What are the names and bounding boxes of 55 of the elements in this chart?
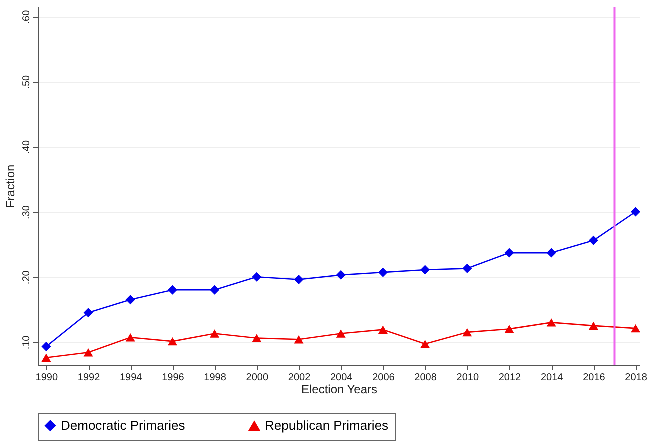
x-tick-label: 1998: [204, 372, 227, 384]
x-tick-label: 2012: [498, 372, 522, 384]
x-tick-label: 1996: [162, 372, 185, 384]
point: [420, 340, 430, 348]
legend-label: Republican Primaries: [265, 418, 390, 434]
point: [546, 318, 556, 327]
point: [168, 285, 178, 295]
y-tick-label: .20: [22, 270, 32, 285]
x-tick-label: 2010: [456, 372, 480, 384]
x-tick-label: 2016: [583, 372, 606, 384]
y-tick-label: .10: [22, 335, 32, 350]
x-axis-title: Election Years: [301, 382, 378, 396]
point: [631, 324, 641, 333]
y-tick-label: .50: [22, 74, 32, 90]
point: [588, 322, 598, 330]
point: [294, 274, 304, 284]
point: [546, 248, 556, 258]
x-tick-label: 1990: [36, 372, 58, 384]
x-tick-label: 2000: [246, 372, 269, 384]
y-tick-label: .60: [22, 10, 32, 24]
point: [336, 330, 346, 338]
point: [631, 207, 641, 217]
point: [420, 265, 430, 275]
point: [252, 334, 262, 342]
point: [168, 337, 178, 346]
point: [462, 264, 472, 274]
point: [504, 248, 514, 258]
point: [126, 295, 136, 305]
x-tick-label: 2004: [330, 372, 354, 384]
point: [42, 342, 52, 352]
point: [210, 330, 220, 338]
x-tick-label: 1994: [120, 372, 143, 384]
x-tick-label: 2018: [625, 372, 648, 384]
point: [504, 325, 514, 334]
y-tick-label: .40: [22, 140, 32, 154]
point: [252, 272, 262, 282]
point: [378, 268, 388, 278]
y-tick-label: .30: [22, 205, 32, 220]
legend-label: Democratic Primaries: [61, 418, 186, 433]
point: [588, 236, 598, 246]
point: [210, 285, 220, 295]
point: [462, 328, 472, 337]
x-tick-label: 2006: [372, 372, 396, 384]
point: [84, 348, 94, 357]
x-tick-label: 1992: [78, 372, 101, 384]
point: [336, 270, 346, 280]
point: [294, 336, 304, 344]
x-tick-label: 2002: [288, 372, 312, 384]
x-tick-label: 2008: [414, 372, 438, 384]
y-axis-title: Fraction: [4, 164, 18, 208]
point: [84, 308, 94, 318]
point: [42, 354, 52, 362]
point: [378, 326, 388, 334]
x-tick-label: 2014: [540, 372, 564, 384]
point: [126, 334, 136, 342]
